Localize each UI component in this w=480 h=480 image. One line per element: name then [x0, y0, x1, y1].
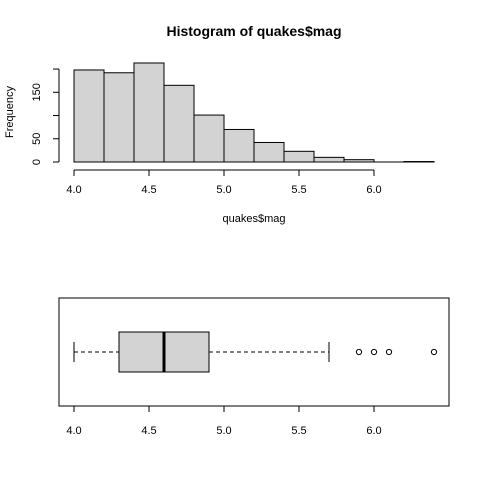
- boxplot-x-tick-label: 5.0: [216, 425, 231, 437]
- histogram-bar: [343, 159, 375, 163]
- histogram-y-tick-label: 0: [31, 159, 43, 165]
- boxplot-x-tick-label: 5.5: [291, 425, 306, 437]
- histogram-y-tick-label: 50: [31, 133, 43, 145]
- histogram-chart: Histogram of quakes$mag quakes$mag Frequ…: [4, 23, 435, 225]
- histogram-bar: [73, 69, 105, 163]
- histogram-x-label: quakes$mag: [223, 213, 286, 225]
- boxplot-chart: 4.0 4.5 5.0 5.5 6.0: [58, 297, 450, 437]
- histogram-x-tick-label: 4.0: [66, 184, 81, 196]
- histogram-bar: [223, 128, 255, 163]
- boxplot-outlier-point: [385, 348, 393, 356]
- histogram-x-tick-label: 5.0: [216, 184, 231, 196]
- histogram-bar: [283, 150, 315, 163]
- histogram-y-tick-label: 150: [31, 83, 43, 101]
- histogram-title: Histogram of quakes$mag: [166, 23, 341, 39]
- histogram-x-axis: 4.0 4.5 5.0 5.5 6.0: [66, 169, 382, 196]
- histogram-bar: [253, 141, 285, 163]
- boxplot-elements: [73, 331, 438, 373]
- histogram-bar: [313, 156, 345, 163]
- histogram-x-tick-label: 4.5: [141, 184, 156, 196]
- histogram-y-axis: 0 50 150: [31, 68, 60, 165]
- histogram-x-tick-label: 5.5: [291, 184, 306, 196]
- boxplot-outlier-point: [430, 348, 438, 356]
- histogram-bar: [163, 84, 195, 163]
- histogram-bars: [73, 62, 435, 163]
- histogram-y-label: Frequency: [4, 86, 16, 138]
- histogram-bar: [193, 114, 225, 163]
- boxplot-outlier-point: [355, 348, 363, 356]
- histogram-bar: [133, 62, 165, 163]
- histogram-x-tick-label: 6.0: [366, 184, 381, 196]
- boxplot-x-tick-label: 6.0: [366, 425, 381, 437]
- histogram-bar: [103, 72, 135, 163]
- boxplot-x-axis: 4.0 4.5 5.0 5.5 6.0: [66, 405, 382, 437]
- boxplot-outlier-point: [370, 348, 378, 356]
- boxplot-x-tick-label: 4.0: [66, 425, 81, 437]
- boxplot-x-tick-label: 4.5: [141, 425, 156, 437]
